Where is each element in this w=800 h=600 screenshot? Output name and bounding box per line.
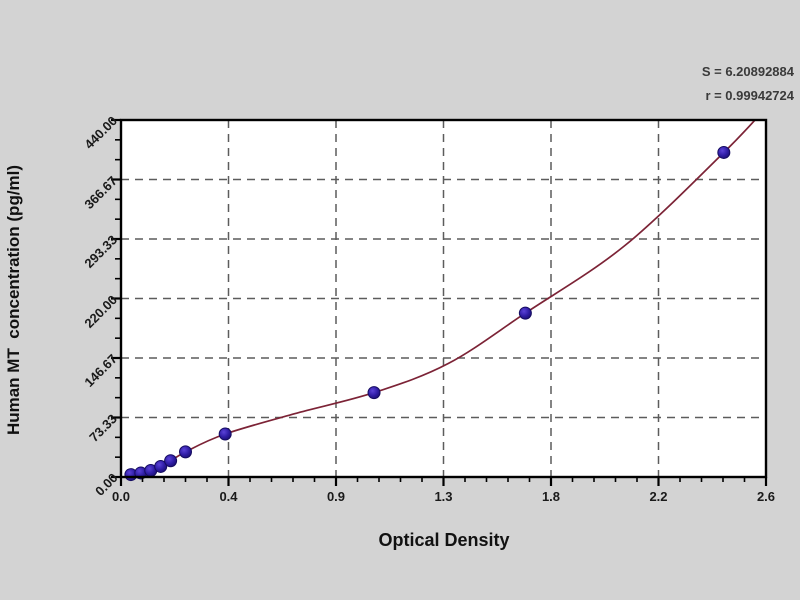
data-point xyxy=(518,306,532,320)
x-axis-title: Optical Density xyxy=(378,530,510,550)
x-tick-label: 2.2 xyxy=(649,489,668,504)
x-tick-label: 1.8 xyxy=(541,489,561,504)
data-point xyxy=(717,145,731,159)
x-tick-label: 2.6 xyxy=(756,489,776,504)
data-point xyxy=(179,445,192,459)
fit-statistics: S = 6.20892884 r = 0.99942724 xyxy=(702,60,794,108)
data-point xyxy=(154,459,168,473)
fit-correlation: r = 0.99942724 xyxy=(705,88,794,103)
data-point xyxy=(218,427,232,441)
x-tick-label: 1.3 xyxy=(434,489,453,504)
data-point xyxy=(164,454,178,468)
x-tick-label: 0.0 xyxy=(111,489,131,504)
x-tick-label: 0.4 xyxy=(219,489,238,504)
fit-standard-error: S = 6.20892884 xyxy=(701,64,794,79)
data-point xyxy=(367,386,381,400)
x-tick-label: 0.9 xyxy=(326,489,346,504)
